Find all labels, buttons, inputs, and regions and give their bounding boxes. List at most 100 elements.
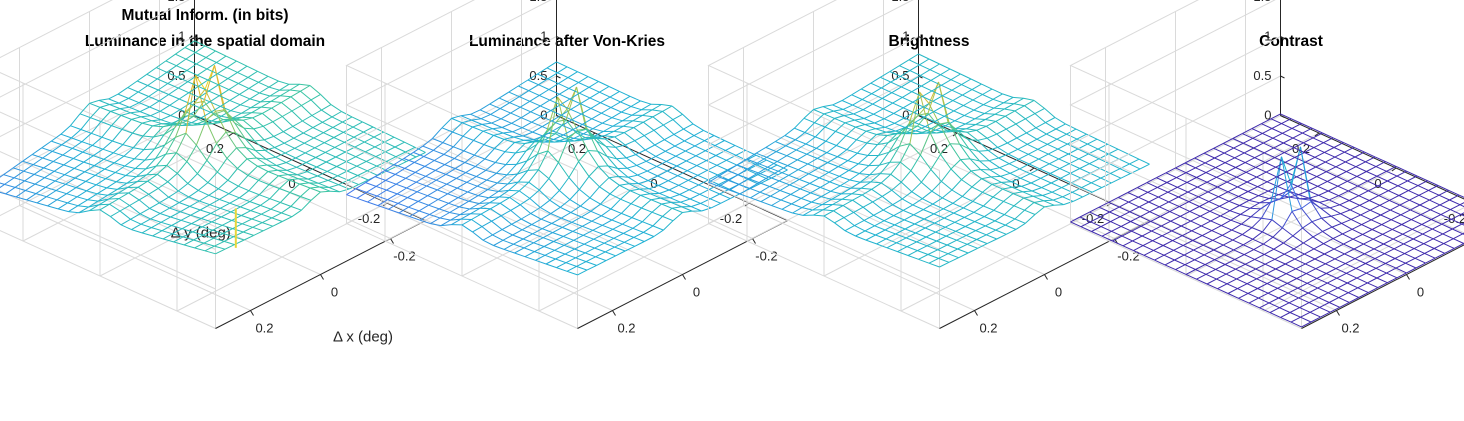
mesh-line [137,80,148,86]
mesh-line [1250,208,1261,218]
mesh-line [257,70,269,77]
mesh-line [161,230,173,235]
mesh-line [880,76,892,83]
mesh-line [119,106,130,110]
mesh-line [1255,166,1267,173]
mesh-line [571,221,583,227]
mesh-line [548,89,560,95]
mesh-line [110,216,122,226]
mesh-line [1432,238,1444,245]
mesh-line [1225,167,1236,173]
mesh-line [771,205,783,210]
mesh-line [1028,158,1040,165]
mesh-line [1344,151,1356,158]
mesh-line [519,106,531,113]
mesh-line [1150,216,1161,222]
mesh-line [470,207,481,215]
mesh-line [206,159,218,173]
mesh-line [936,240,948,246]
mesh-line [501,229,513,236]
mesh-line [528,90,540,96]
mesh-line [1133,245,1144,252]
mesh-line [403,151,414,159]
mesh-line [86,184,97,192]
mesh-line [907,250,918,256]
mesh-line [444,158,455,166]
mesh-line [284,147,295,154]
mesh-line [600,203,612,210]
mesh-line [483,135,494,145]
mesh-line [784,127,795,136]
mesh-line [829,175,840,183]
mesh-line [872,97,883,105]
mesh-line [162,233,173,240]
mesh-line [396,187,407,195]
mesh-line [692,123,704,131]
mesh-line [156,164,167,167]
mesh-line [908,59,920,66]
mesh-line [415,171,426,177]
mesh-line [952,195,963,204]
mesh-line [251,218,263,224]
mesh-line [1275,268,1287,275]
mesh-line [1264,263,1276,270]
mesh-line [853,109,864,115]
mesh-line [261,208,272,215]
mesh-line [127,87,139,93]
mesh-line [1305,161,1317,168]
mesh-line [211,221,223,226]
mesh-line [964,216,975,223]
mesh-line [1208,201,1220,207]
mesh-line [1314,253,1325,260]
mesh-line [916,236,927,243]
mesh-line [347,175,358,181]
mesh-line [1327,287,1339,294]
mesh-line [195,45,206,53]
mesh-line [96,187,107,195]
mesh-line [276,162,287,166]
mesh-line [153,126,164,138]
mesh-line [122,132,133,145]
mesh-line [120,112,131,116]
mesh-line [749,183,760,190]
mesh-line [0,174,4,178]
mesh-line [1199,206,1211,212]
mesh-line [587,150,599,167]
mesh-line [129,102,140,108]
mesh-line [159,110,171,116]
mesh-line [1389,199,1401,206]
mesh-line [1309,199,1321,209]
mesh-line [1051,187,1062,193]
mesh-line [224,244,235,250]
mesh-line [476,176,487,181]
mesh-line [1392,238,1404,245]
mesh-line [629,188,640,192]
mesh-line [790,193,802,199]
mesh-line [251,106,262,114]
mesh-line [3,174,15,179]
mesh-line [643,231,655,237]
mesh-line [266,164,277,166]
mesh-line [1308,190,1319,196]
mesh-line [260,198,271,206]
mesh-line [784,135,796,141]
mesh-line [641,207,653,213]
mesh-line [289,83,300,91]
mesh-line [945,230,956,237]
mesh-line [1249,207,1261,210]
mesh-line [950,159,961,170]
mesh-line [687,174,699,181]
mesh-line [1327,185,1339,192]
mesh-line [958,133,970,150]
mesh-line [1219,200,1230,207]
mesh-line [138,91,149,97]
mesh-line [891,189,903,200]
mesh-line [822,209,834,212]
mesh-line [210,207,221,214]
mesh-line [1004,103,1015,110]
mesh-line [1156,172,1167,179]
mesh-line [192,231,204,236]
mesh-line [972,99,984,106]
mesh-line [583,238,594,245]
mesh-line [128,97,140,104]
